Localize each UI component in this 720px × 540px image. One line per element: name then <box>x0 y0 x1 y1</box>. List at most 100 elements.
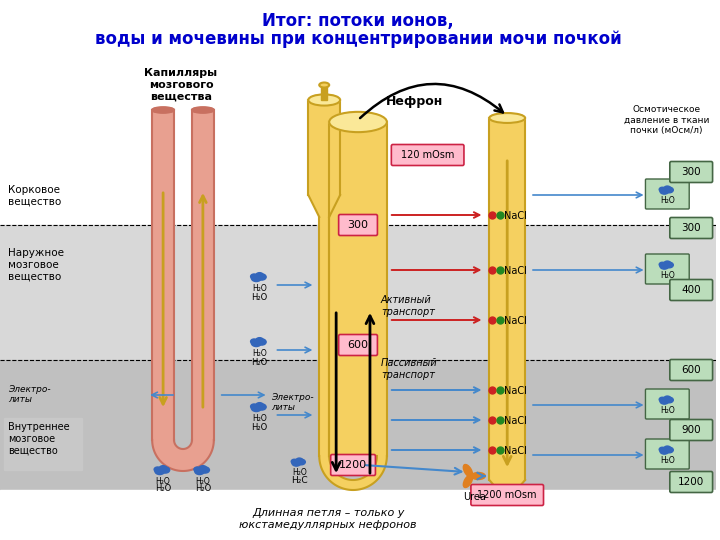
Text: H₂O: H₂O <box>292 468 307 477</box>
Ellipse shape <box>308 94 340 106</box>
Text: NaCl: NaCl <box>504 316 527 326</box>
Bar <box>152 110 174 440</box>
Ellipse shape <box>329 112 387 132</box>
Ellipse shape <box>464 464 472 477</box>
Ellipse shape <box>664 396 671 401</box>
Ellipse shape <box>291 459 297 464</box>
Ellipse shape <box>319 83 329 87</box>
Text: воды и мочевины при концентрировании мочи почкой: воды и мочевины при концентрировании моч… <box>94 30 621 48</box>
Text: Активный
транспорт: Активный транспорт <box>381 295 435 316</box>
Ellipse shape <box>257 404 266 410</box>
Ellipse shape <box>152 107 174 113</box>
Text: H₂O: H₂O <box>660 406 675 415</box>
Text: NaCl: NaCl <box>504 386 527 396</box>
Ellipse shape <box>256 273 264 278</box>
FancyBboxPatch shape <box>670 471 713 492</box>
Text: H₂O: H₂O <box>660 456 675 465</box>
Polygon shape <box>152 440 214 471</box>
Text: Осмотическое
давление в ткани
почки (мОсм/л): Осмотическое давление в ткани почки (мОс… <box>624 105 709 135</box>
Text: NaCl: NaCl <box>504 416 527 426</box>
Text: H₂O: H₂O <box>156 477 171 485</box>
Text: H₂O: H₂O <box>194 484 211 493</box>
Polygon shape <box>490 480 525 495</box>
Bar <box>490 118 525 480</box>
Text: Внутреннее
мозговое
вещество: Внутреннее мозговое вещество <box>8 422 70 455</box>
FancyBboxPatch shape <box>645 254 689 284</box>
FancyBboxPatch shape <box>670 161 713 183</box>
Text: 120 mOsm: 120 mOsm <box>401 150 454 160</box>
Text: Капилляры
мозгового
вещества: Капилляры мозгового вещества <box>145 68 217 101</box>
Text: 1200: 1200 <box>678 477 704 487</box>
Text: H₂O: H₂O <box>252 349 267 357</box>
FancyBboxPatch shape <box>645 179 689 209</box>
Ellipse shape <box>159 465 167 471</box>
Text: Итог: потоки ионов,: Итог: потоки ионов, <box>262 12 454 30</box>
Text: H₂O: H₂O <box>155 484 171 493</box>
Ellipse shape <box>161 467 170 473</box>
Ellipse shape <box>199 465 207 471</box>
Ellipse shape <box>660 262 665 267</box>
Ellipse shape <box>664 186 671 191</box>
FancyArrowPatch shape <box>360 84 503 118</box>
FancyBboxPatch shape <box>392 145 464 165</box>
Ellipse shape <box>251 340 261 347</box>
Text: 1200: 1200 <box>339 460 367 470</box>
Ellipse shape <box>464 475 472 488</box>
Text: H₂C: H₂C <box>291 476 307 485</box>
Text: Наружное
мозговое
вещество: Наружное мозговое вещество <box>8 248 64 281</box>
Text: NaCl: NaCl <box>504 211 527 221</box>
Ellipse shape <box>257 274 266 280</box>
Text: H₂O: H₂O <box>251 423 268 432</box>
Bar <box>321 85 327 100</box>
Text: 1200 mOsm: 1200 mOsm <box>477 490 537 500</box>
Text: 300: 300 <box>681 167 701 177</box>
Text: H₂O: H₂O <box>252 414 267 423</box>
Text: 300: 300 <box>681 223 701 233</box>
Ellipse shape <box>660 447 665 452</box>
Bar <box>192 110 214 440</box>
Text: H₂O: H₂O <box>660 196 675 205</box>
FancyBboxPatch shape <box>338 334 377 355</box>
FancyBboxPatch shape <box>338 214 377 235</box>
Ellipse shape <box>660 263 669 269</box>
Ellipse shape <box>472 472 485 480</box>
Ellipse shape <box>251 404 258 409</box>
Polygon shape <box>319 456 387 490</box>
Text: Электро-
литы: Электро- литы <box>271 393 314 413</box>
Ellipse shape <box>665 397 673 403</box>
Bar <box>308 100 340 195</box>
Text: 400: 400 <box>681 285 701 295</box>
Text: H₂O: H₂O <box>660 271 675 280</box>
Bar <box>329 122 387 456</box>
Ellipse shape <box>194 467 201 472</box>
Text: 900: 900 <box>681 425 701 435</box>
Ellipse shape <box>665 262 673 268</box>
Ellipse shape <box>194 468 204 475</box>
Bar <box>4 418 81 470</box>
Ellipse shape <box>665 447 673 453</box>
Ellipse shape <box>251 404 261 411</box>
Ellipse shape <box>660 398 669 404</box>
Ellipse shape <box>256 403 264 408</box>
Ellipse shape <box>664 261 671 266</box>
Ellipse shape <box>665 187 673 193</box>
Bar <box>319 217 329 456</box>
Text: 300: 300 <box>348 220 369 230</box>
Ellipse shape <box>251 339 258 344</box>
Ellipse shape <box>660 187 665 192</box>
Bar <box>0 225 716 360</box>
Text: Нефрон: Нефрон <box>386 95 443 108</box>
Ellipse shape <box>251 275 261 281</box>
Polygon shape <box>308 195 340 217</box>
FancyBboxPatch shape <box>330 455 375 476</box>
Ellipse shape <box>256 338 264 343</box>
Ellipse shape <box>490 113 525 123</box>
Ellipse shape <box>660 397 665 402</box>
Text: 600: 600 <box>681 365 701 375</box>
Ellipse shape <box>660 448 669 454</box>
Text: Электро-
литы: Электро- литы <box>8 385 50 404</box>
Ellipse shape <box>292 460 301 466</box>
Ellipse shape <box>660 188 669 194</box>
Text: H₂O: H₂O <box>252 284 267 293</box>
Ellipse shape <box>251 274 258 279</box>
